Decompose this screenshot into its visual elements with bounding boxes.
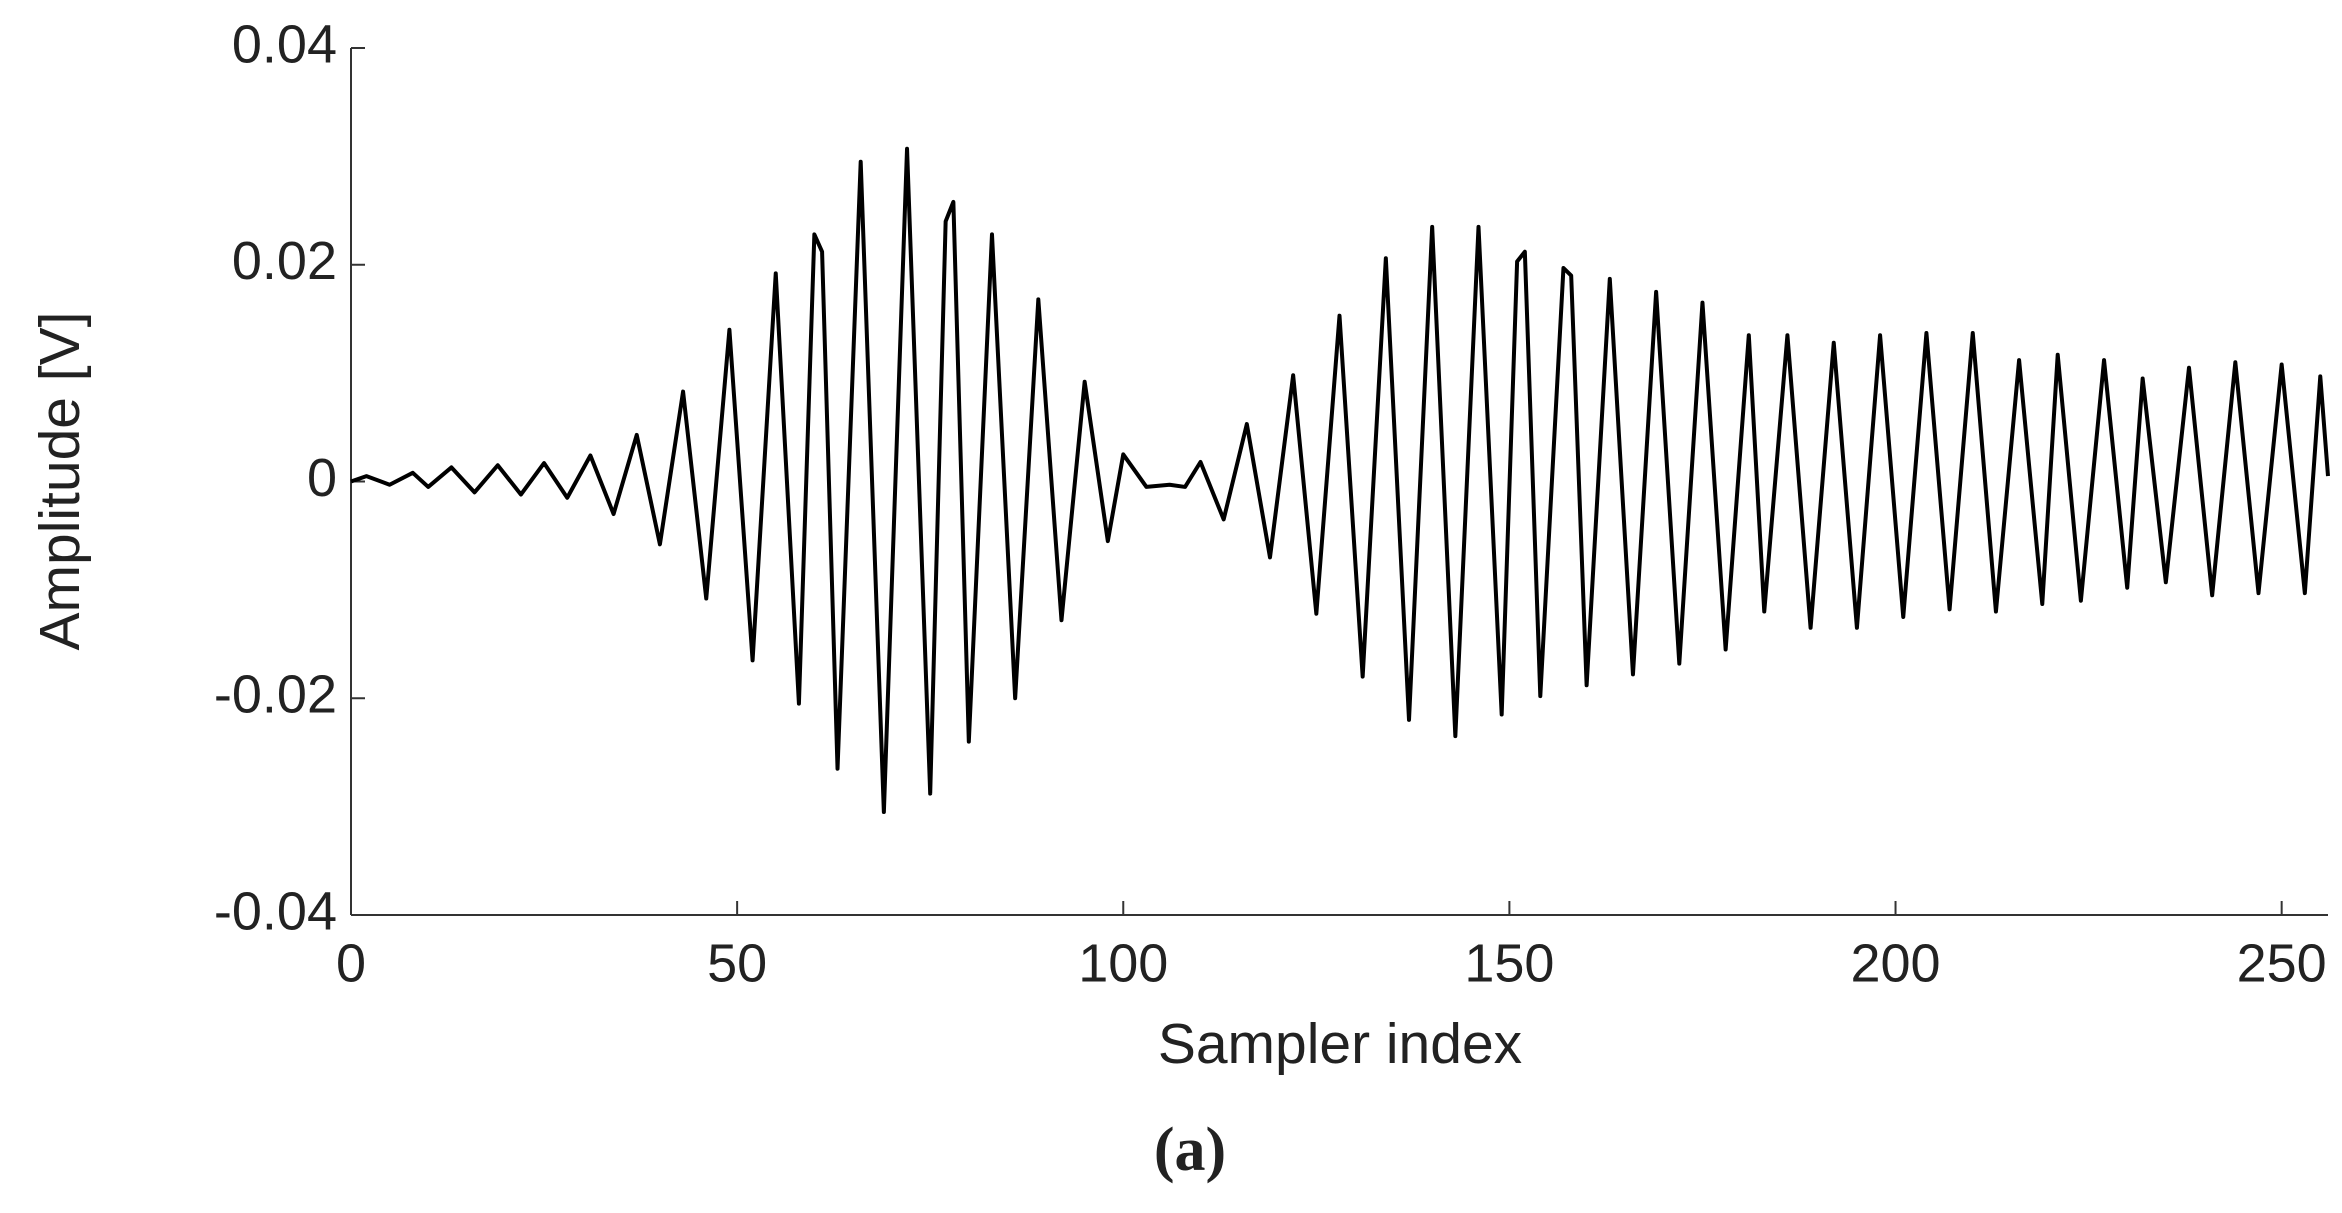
y-axis-label: Amplitude [V] [28, 312, 92, 651]
y-tick-label: 0.04 [232, 14, 337, 74]
x-tick-label: 200 [1850, 933, 1940, 993]
y-tick-label: 0.02 [232, 231, 337, 291]
x-tick-label: 50 [707, 933, 767, 993]
x-tick-label: 0 [336, 933, 366, 993]
x-tick-label: 100 [1078, 933, 1168, 993]
caption: (a) [1154, 1116, 1226, 1184]
y-tick-label: -0.02 [214, 665, 337, 725]
x-axis-label: Sampler index [1158, 1012, 1522, 1076]
x-tick-label: 150 [1464, 933, 1554, 993]
signal-line [350, 146, 2330, 815]
y-tick-label: 0 [307, 448, 337, 508]
x-tick-label: 250 [2237, 933, 2327, 993]
y-tick-label: -0.04 [214, 881, 337, 941]
